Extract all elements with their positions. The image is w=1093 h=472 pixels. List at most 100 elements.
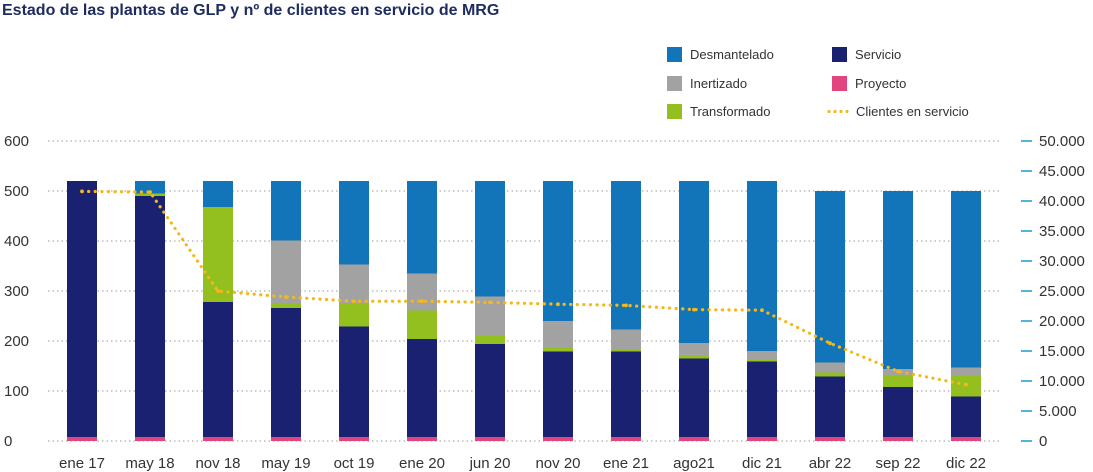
legend-label-proyecto: Proyecto: [855, 76, 907, 91]
bar-proyecto: [543, 437, 573, 441]
bar-transformado: [135, 193, 165, 196]
bar-proyecto: [67, 437, 97, 441]
gridlines: [48, 140, 1000, 442]
bar-proyecto: [475, 437, 505, 441]
bar-proyecto: [611, 437, 641, 441]
bar-servicio: [271, 308, 301, 437]
bar-proyecto: [883, 437, 913, 441]
x-tick-label: nov 18: [195, 455, 240, 472]
clientes-point: [148, 190, 152, 194]
y-tick-label: 400: [4, 233, 29, 250]
x-axis: ene 17 may 18 nov 18 may 19 oct 19 ene 20 jun …: [59, 455, 986, 472]
clientes-line: [80, 189, 968, 387]
bar-desmantelado: [135, 181, 165, 194]
legend-label-transformado: Transformado: [690, 104, 771, 119]
bar-transformado: [679, 356, 709, 359]
bar-servicio: [747, 361, 777, 437]
y2-tick-label: 50.000: [1039, 133, 1085, 150]
bar-desmantelado: [679, 181, 709, 343]
bar-inertizado: [543, 321, 573, 348]
bar-transformado: [475, 335, 505, 344]
y2-tick-label: 10.000: [1039, 373, 1085, 390]
legend-swatch-transformado: [667, 104, 682, 119]
legend-servicio: Servicio: [832, 47, 901, 62]
bar-transformado: [611, 349, 641, 352]
bar-servicio: [203, 302, 233, 437]
clientes-point: [420, 299, 424, 304]
bar-servicio: [883, 387, 913, 437]
bar-servicio: [951, 396, 981, 437]
bar-desmantelado: [271, 181, 301, 241]
y2-tick-label: 0: [1039, 433, 1047, 450]
legend-clientes: Clientes en servicio: [826, 104, 969, 119]
clientes-point: [284, 295, 288, 299]
bar-inertizado: [271, 240, 301, 303]
legend-swatch-inertizado: [667, 76, 682, 91]
x-tick-label: jun 20: [469, 455, 511, 472]
bar-desmantelado: [883, 191, 913, 369]
clientes-point: [692, 307, 696, 312]
bar-proyecto: [203, 437, 233, 441]
bar-servicio: [543, 351, 573, 437]
y2-tick-label: 35.000: [1039, 223, 1085, 240]
bar-transformado: [271, 303, 301, 308]
bar-servicio: [407, 339, 437, 437]
y-tick-label: 300: [4, 283, 29, 300]
legend-label-desmantelado: Desmantelado: [690, 47, 774, 62]
clientes-point: [488, 300, 492, 305]
y2-tick-label: 15.000: [1039, 343, 1085, 360]
x-tick-label: oct 19: [334, 455, 375, 472]
clientes-point: [760, 308, 764, 313]
x-tick-label: nov 20: [535, 455, 580, 472]
bar-inertizado: [611, 329, 641, 349]
x-tick-label: ene 17: [59, 455, 105, 472]
bar-desmantelado: [407, 181, 437, 274]
bar-desmantelado: [339, 181, 369, 265]
bar-servicio: [67, 181, 97, 437]
y2-tick-label: 5.000: [1039, 403, 1077, 420]
bar-transformado: [407, 310, 437, 339]
legend-label-servicio: Servicio: [855, 47, 902, 62]
clientes-point: [964, 382, 968, 387]
clientes-point: [624, 303, 628, 308]
x-tick-label: sep 22: [875, 455, 920, 472]
bar-proyecto: [679, 437, 709, 441]
y-tick-label: 600: [4, 133, 29, 150]
legend-desmantelado: Desmantelado: [667, 47, 774, 62]
legend-dotline-clientes: [826, 110, 850, 113]
bar-servicio: [679, 358, 709, 437]
bar-inertizado: [339, 264, 369, 304]
x-tick-label: dic 21: [742, 455, 782, 472]
bar-desmantelado: [203, 181, 233, 207]
clientes-point: [556, 302, 560, 307]
clientes-line-group: [80, 189, 968, 387]
legend-proyecto: Proyecto: [832, 76, 906, 91]
bar-servicio: [475, 344, 505, 437]
y2-tick-label: 20.000: [1039, 313, 1085, 330]
bar-inertizado: [951, 367, 981, 376]
chart-title: Estado de las plantas de GLP y nº de cli…: [2, 2, 500, 19]
legend-swatch-servicio: [832, 47, 847, 62]
legend-swatch-desmantelado: [667, 47, 682, 62]
x-tick-label: ene 20: [399, 455, 445, 472]
legend-swatch-proyecto: [832, 76, 847, 91]
x-tick-label: dic 22: [946, 455, 986, 472]
bar-proyecto: [815, 437, 845, 441]
clientes-point: [828, 341, 832, 346]
clientes-point: [216, 289, 220, 293]
legend-inertizado: Inertizado: [667, 76, 747, 91]
y-axis-right: 0 5.000 10.000 15.000 20.000 25.000 30.000 35.0…: [1021, 133, 1085, 450]
bar-servicio: [135, 196, 165, 437]
bar-proyecto: [135, 437, 165, 441]
bar-servicio: [815, 376, 845, 437]
y2-tick-label: 45.000: [1039, 163, 1085, 180]
legend-label-inertizado: Inertizado: [690, 76, 748, 91]
bar-transformado: [543, 348, 573, 352]
legend-label-clientes: Clientes en servicio: [856, 104, 969, 119]
y-tick-label: 200: [4, 333, 29, 350]
legend-transformado: Transformado: [667, 104, 770, 119]
x-tick-label: may 19: [261, 455, 310, 472]
bar-proyecto: [951, 437, 981, 441]
clientes-point: [352, 299, 356, 304]
bar-proyecto: [339, 437, 369, 441]
